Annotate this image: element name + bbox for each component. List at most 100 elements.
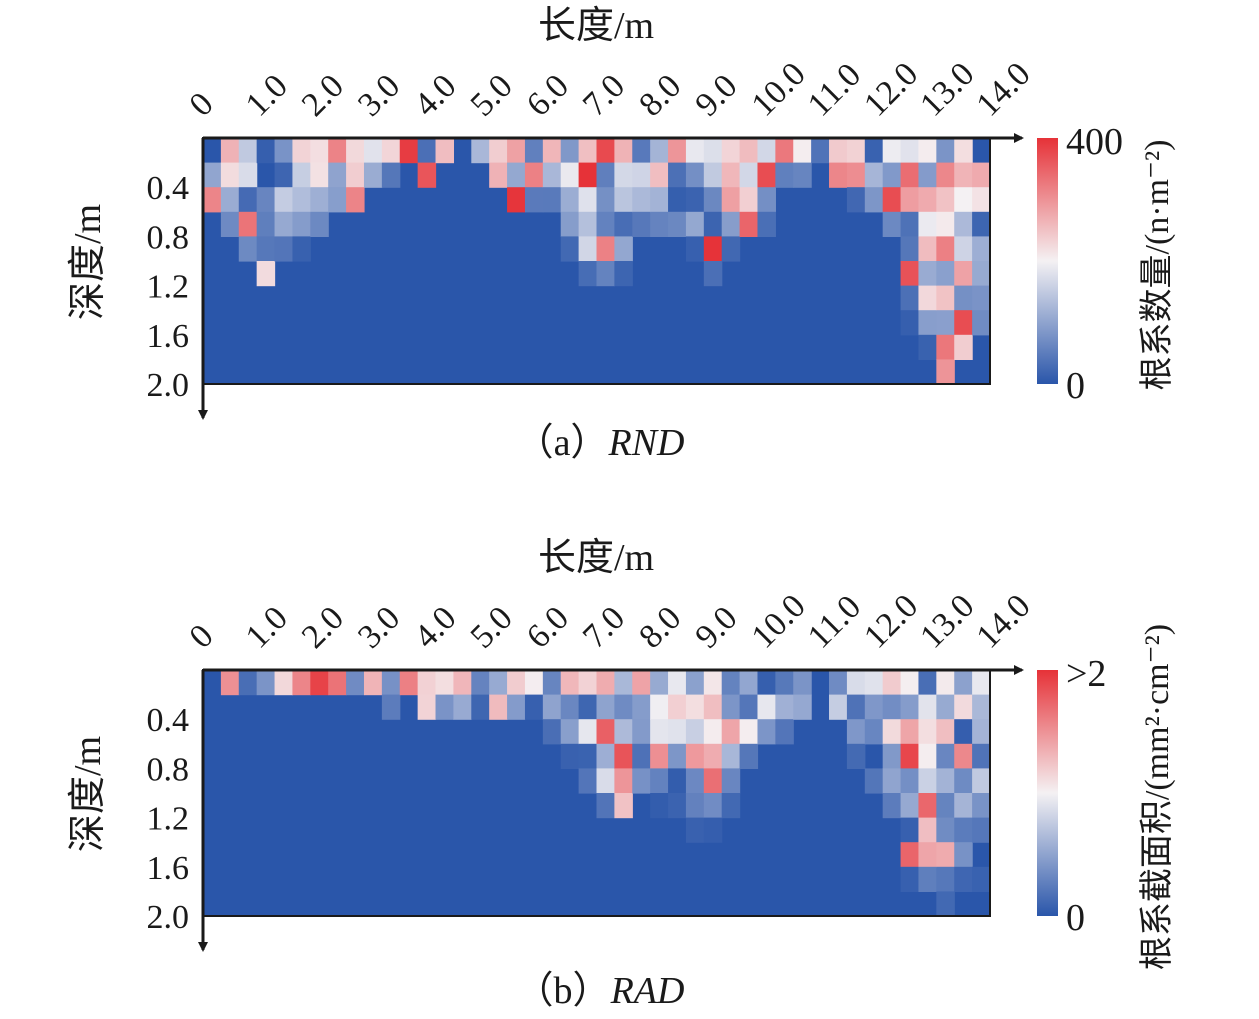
heatmap-cell xyxy=(954,694,973,720)
heatmap-cell xyxy=(507,162,526,188)
heatmap-cell xyxy=(650,793,669,819)
y-tick-label: 1.6 xyxy=(147,850,190,887)
heatmap-cell xyxy=(972,694,991,720)
heatmap-cell xyxy=(721,743,741,769)
heatmap-cell xyxy=(578,187,598,213)
heatmap-cell xyxy=(328,187,347,213)
heatmap-cell xyxy=(560,719,580,745)
heatmap-cell xyxy=(274,236,294,262)
heatmap-cell xyxy=(864,768,884,794)
heatmap-cell xyxy=(900,866,920,892)
heatmap-cell xyxy=(685,236,705,262)
heatmap-cell xyxy=(220,670,240,696)
heatmap-cell xyxy=(936,359,955,385)
heatmap-cell xyxy=(203,187,222,213)
heatmap-cell xyxy=(936,817,955,843)
x-tick-label: 5.0 xyxy=(464,67,520,123)
heatmap-cell xyxy=(703,236,723,262)
heatmap-cell xyxy=(954,310,973,336)
heatmap-cell xyxy=(811,138,830,164)
heatmap-cell xyxy=(578,138,598,164)
heatmap-cell xyxy=(632,162,651,188)
heatmap-cell xyxy=(936,285,955,311)
heatmap-cell xyxy=(542,187,562,213)
heatmap-cell xyxy=(954,285,973,311)
heatmap-cell xyxy=(900,138,920,164)
x-tick-label: 12.0 xyxy=(857,55,925,123)
heatmap-cell xyxy=(864,670,884,696)
heatmap-cell xyxy=(757,138,776,164)
x-tick-label: 3.0 xyxy=(351,67,407,123)
heatmap-cell xyxy=(936,162,955,188)
heatmap-cell xyxy=(435,138,455,164)
heatmap-cell xyxy=(596,261,615,287)
x-tick-label: 7.0 xyxy=(576,599,632,655)
heatmap-cell xyxy=(864,162,884,188)
heatmap-cell xyxy=(310,211,329,237)
heatmap-cell xyxy=(578,670,598,696)
heatmap-cell xyxy=(936,138,955,164)
heatmap-cell xyxy=(829,138,848,164)
heatmap-cell xyxy=(703,743,723,769)
heatmap-cell xyxy=(507,187,526,213)
heatmap-cell xyxy=(936,743,955,769)
heatmap-cell xyxy=(972,719,991,745)
heatmap-cell xyxy=(972,743,991,769)
heatmap-cell xyxy=(793,138,812,164)
heatmap-cell xyxy=(846,694,866,720)
heatmap-cell xyxy=(614,670,633,696)
x-tick-label: 6.0 xyxy=(520,599,576,655)
heatmap-cell xyxy=(614,187,633,213)
heatmap-cell xyxy=(972,211,991,237)
heatmap-cell xyxy=(936,768,955,794)
heatmap-cell xyxy=(560,694,580,720)
heatmap-cell xyxy=(238,670,258,696)
heatmap-cell xyxy=(972,285,991,311)
heatmap-cell xyxy=(453,670,472,696)
heatmap-cell xyxy=(972,670,991,696)
heatmap-cell xyxy=(650,670,669,696)
heatmap-cell xyxy=(668,670,687,696)
heatmap-cell xyxy=(578,236,598,262)
heatmap-cell xyxy=(524,187,544,213)
heatmap-cell xyxy=(292,670,311,696)
heatmap-cell xyxy=(614,719,633,745)
x-tick-label: 4.0 xyxy=(407,67,463,123)
heatmap-cell xyxy=(900,842,920,868)
heatmap-cell xyxy=(632,694,651,720)
heatmap-cell xyxy=(596,768,615,794)
heatmap-cell xyxy=(685,211,705,237)
heatmap-cell xyxy=(882,719,902,745)
x-tick-label: 2.0 xyxy=(295,599,351,655)
heatmap-cell xyxy=(632,743,651,769)
heatmap-cell xyxy=(650,138,669,164)
heatmap-cell xyxy=(954,793,973,819)
heatmap-cell xyxy=(238,138,258,164)
heatmap-cell xyxy=(381,138,401,164)
heatmap-cell xyxy=(864,187,884,213)
heatmap-cell xyxy=(310,162,329,188)
heatmap-cell xyxy=(900,743,920,769)
heatmap-cell xyxy=(954,866,973,892)
heatmap-cell xyxy=(560,670,580,696)
heatmap-cell xyxy=(918,866,937,892)
heatmap-cell xyxy=(882,793,902,819)
heatmap-cell xyxy=(900,162,920,188)
heatmap-cell xyxy=(936,334,955,360)
heatmap-cell xyxy=(489,694,508,720)
x-tick-labels: 0 1.0 2.0 3.0 4.0 5.0 6.0 7.0 8.0 9.0 10.011.012.0… xyxy=(182,587,1037,655)
heatmap-cell xyxy=(954,334,973,360)
heatmap-cell xyxy=(900,236,920,262)
heatmap-cell xyxy=(668,187,687,213)
heatmap-cell xyxy=(775,670,794,696)
heatmap-cell xyxy=(703,138,723,164)
heatmap-cell xyxy=(256,236,276,262)
heatmap-cell xyxy=(489,670,508,696)
heatmap-cell xyxy=(668,694,687,720)
heatmap-cell xyxy=(703,261,723,287)
heatmap-cell xyxy=(936,187,955,213)
x-tick-label: 9.0 xyxy=(688,67,744,123)
heatmap-cell xyxy=(220,162,240,188)
colorbar-title: 根系数量/(n·m⁻²) xyxy=(1138,140,1176,391)
heatmap-cell xyxy=(542,138,562,164)
